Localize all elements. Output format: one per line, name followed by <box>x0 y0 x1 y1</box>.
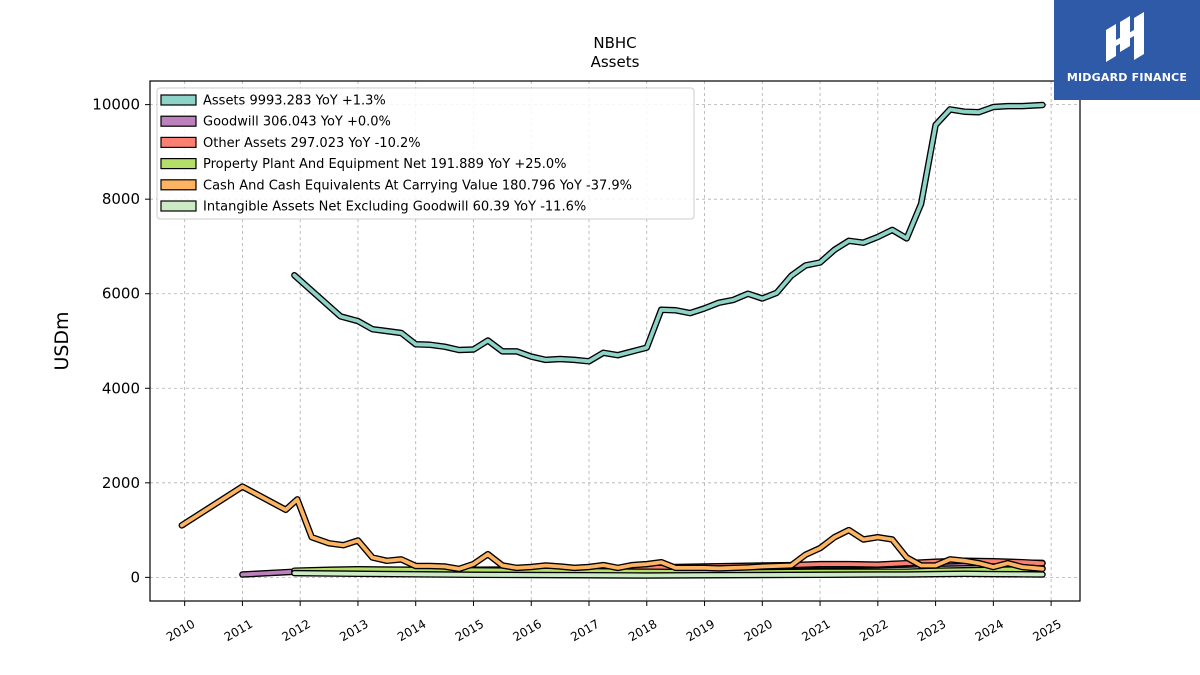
series-intangible-assets-net-excluding-goodwill <box>291 569 1046 579</box>
brand-logo-icon <box>1106 12 1144 62</box>
legend-swatch <box>160 200 197 212</box>
series-line <box>179 484 1045 571</box>
legend-label: Property Plant And Equipment Net 191.889… <box>203 157 567 172</box>
legend-label: Goodwill 306.043 YoY +0.0% <box>203 115 391 130</box>
series-cash-and-cash-equivalents-at-carrying-value <box>178 483 1046 573</box>
x-tick-label: 2025 <box>1030 617 1063 644</box>
x-tick-label: 2022 <box>857 617 890 644</box>
x-tick-label: 2024 <box>973 617 1006 644</box>
series-line-outline <box>178 483 1046 573</box>
y-ticks: 0 2000 4000 6000 8000 10000 <box>92 96 150 586</box>
x-tick-label: 2015 <box>453 617 486 644</box>
y-tick-label: 6000 <box>102 285 140 303</box>
x-tick-label: 2014 <box>395 617 428 644</box>
legend-frame <box>156 87 695 220</box>
series-line <box>292 571 1045 578</box>
x-tick-label: 2013 <box>337 617 370 644</box>
y-tick-label: 10000 <box>92 96 140 114</box>
series-layer <box>178 101 1046 579</box>
legend-swatch <box>160 136 197 148</box>
chart-subtitle: Assets <box>591 53 640 71</box>
brand-logo: MIDGARD FINANCE <box>1054 0 1200 100</box>
x-tick-label: 2023 <box>915 617 948 644</box>
x-tick-label: 2012 <box>279 617 312 644</box>
legend-swatch <box>160 158 197 170</box>
x-tick-label: 2010 <box>164 617 197 644</box>
y-tick-label: 8000 <box>102 190 140 208</box>
legend-swatch <box>160 94 197 106</box>
legend-label: Intangible Assets Net Excluding Goodwill… <box>203 200 586 215</box>
chart-title: NBHC <box>593 34 636 52</box>
y-tick-label: 0 <box>130 568 140 586</box>
x-tick-label: 2020 <box>742 617 775 644</box>
plot-frame <box>149 80 1081 602</box>
x-tick-label: 2011 <box>222 617 255 644</box>
x-tick-label: 2019 <box>684 617 717 644</box>
x-tick-label: 2021 <box>799 617 832 644</box>
series-assets <box>291 101 1046 365</box>
y-axis-label: USDm <box>51 311 73 370</box>
legend-swatch <box>160 179 197 191</box>
series-line <box>292 103 1045 364</box>
x-tick-label: 2018 <box>626 617 659 644</box>
x-tick-label: 2017 <box>568 617 601 644</box>
y-tick-label: 4000 <box>102 379 140 397</box>
legend-label: Other Assets 297.023 YoY -10.2% <box>203 136 421 151</box>
y-tick-label: 2000 <box>102 474 140 492</box>
brand-name: MIDGARD FINANCE <box>1066 71 1188 84</box>
legend-label: Assets 9993.283 YoY +1.3% <box>203 94 386 109</box>
legend: Assets 9993.283 YoY +1.3% Goodwill 306.04… <box>156 87 695 220</box>
x-ticks: 2010 2011 2012 2013 2014 2015 2016 2017 2018 2019… <box>164 601 1064 644</box>
legend-label: Cash And Cash Equivalents At Carrying Va… <box>203 178 632 193</box>
legend-swatch <box>160 115 197 127</box>
x-tick-label: 2016 <box>511 617 544 644</box>
